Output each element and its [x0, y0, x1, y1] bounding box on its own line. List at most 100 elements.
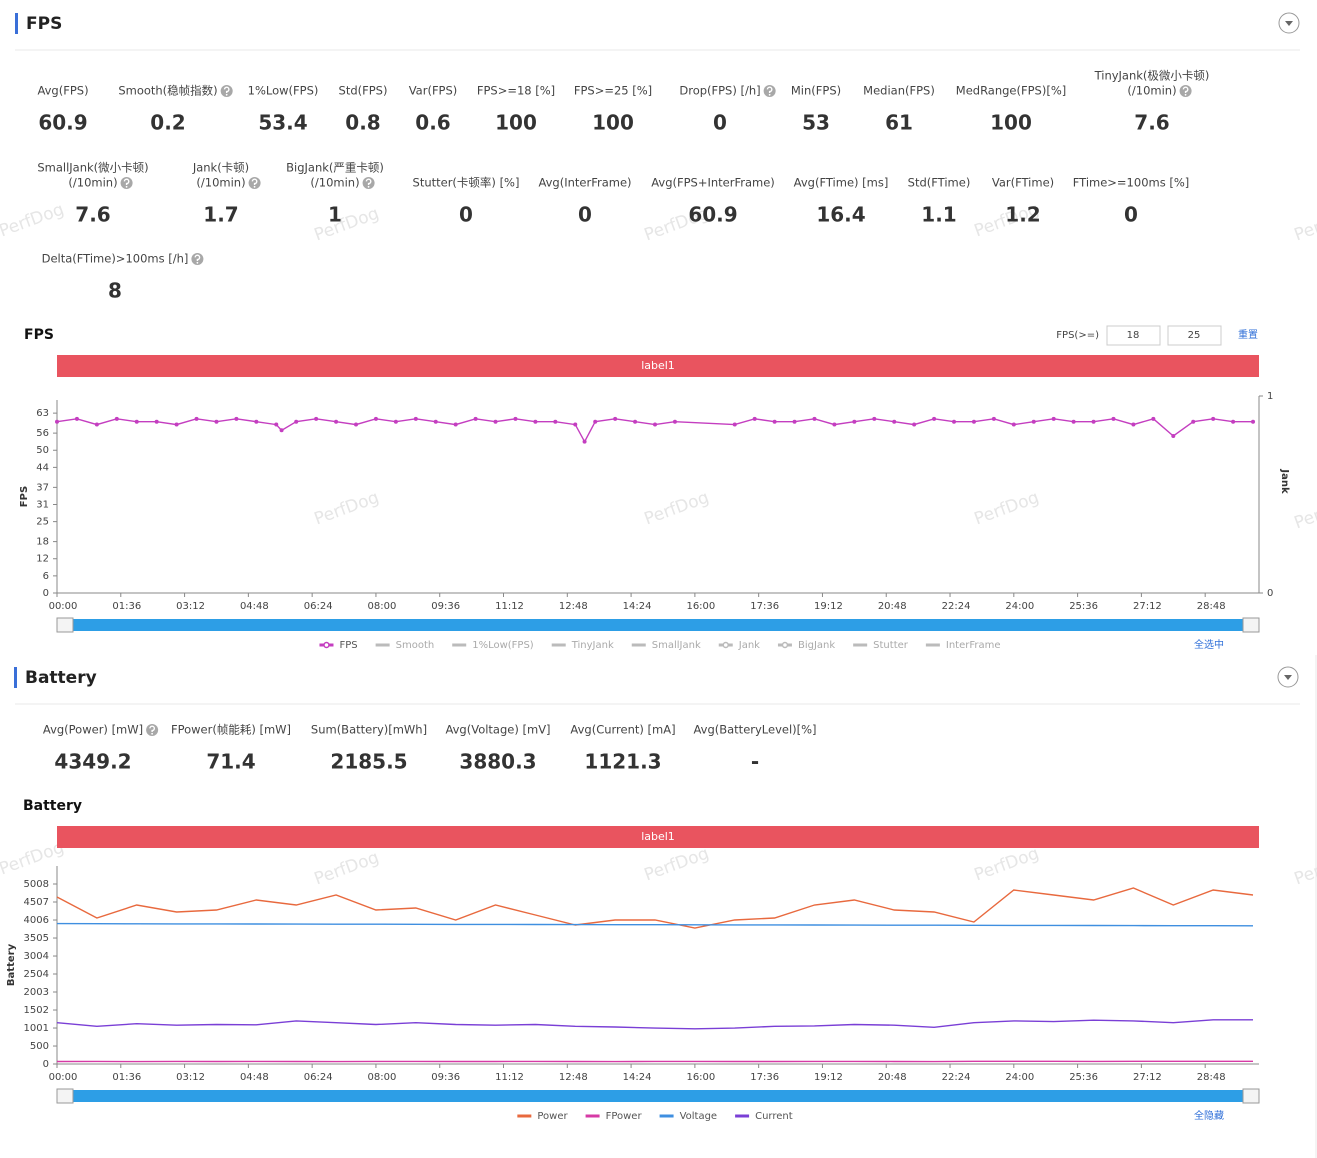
y-tick-label: 2003	[24, 987, 49, 998]
metric-label: Avg(BatteryLevel)[%]	[693, 723, 816, 737]
x-tick-label: 09:36	[431, 1072, 460, 1083]
series-marker	[553, 419, 558, 424]
slider-handle[interactable]	[1242, 617, 1260, 633]
series-marker	[55, 419, 59, 424]
metric-label: Avg(FPS+InterFrame)	[651, 176, 775, 190]
series-marker	[334, 419, 339, 424]
slider-handle[interactable]	[1242, 1088, 1260, 1104]
series-marker	[812, 416, 817, 421]
x-tick-label: 08:00	[368, 1072, 397, 1083]
help-icon[interactable]	[191, 253, 204, 265]
help-icon[interactable]	[1179, 85, 1192, 97]
reset-button[interactable]: 重置	[1238, 328, 1258, 341]
legend: Power FPower Voltage Current	[517, 1111, 793, 1122]
metric-label: Median(FPS)	[863, 84, 935, 98]
metric-label: TinyJank(极微小卡顿)	[1094, 69, 1210, 83]
legend-item[interactable]: TinyJank	[551, 640, 614, 651]
x-tick-label: 28:48	[1197, 1072, 1226, 1083]
series-marker	[872, 416, 877, 421]
y-tick-label: 56	[36, 428, 49, 439]
range-slider[interactable]	[56, 617, 1260, 633]
select-toggle[interactable]: 全隐藏	[1194, 1109, 1224, 1122]
legend-item[interactable]: Jank	[718, 640, 760, 651]
series-marker	[912, 422, 917, 427]
metric-value: 53.4	[258, 111, 307, 135]
legend-item[interactable]: Voltage	[659, 1111, 718, 1122]
metric-label: FPS>=18 [%]	[477, 84, 555, 98]
slider-handle[interactable]	[56, 617, 74, 633]
legend-item[interactable]: SmallJank	[631, 640, 701, 651]
help-icon[interactable]	[120, 177, 133, 189]
metric-label: MedRange(FPS)[%]	[956, 84, 1066, 98]
help-glyph	[223, 86, 230, 93]
help-icon[interactable]	[146, 724, 159, 736]
x-tick-label: 24:00	[1005, 601, 1034, 612]
x-tick-label: 04:48	[240, 601, 269, 612]
series-marker	[852, 419, 857, 424]
series-marker	[1051, 416, 1056, 421]
metric-value: 100	[592, 111, 634, 135]
series-marker	[772, 419, 777, 424]
label-band	[57, 355, 1259, 377]
metric-label: Var(FTime)	[992, 176, 1054, 190]
metric-label: Stutter(卡顿率) [%]	[413, 176, 520, 190]
metric-value: 1.2	[1005, 203, 1040, 227]
metric-value: 0	[1124, 203, 1138, 227]
metric-value: 0.6	[415, 111, 450, 135]
metric-value: 7.6	[75, 203, 110, 227]
legend-item[interactable]: Current	[735, 1111, 793, 1122]
legend-item[interactable]: Stutter	[853, 640, 909, 651]
slider-handle[interactable]	[56, 1088, 74, 1104]
legend-item[interactable]: FPS	[319, 640, 358, 651]
help-dot	[367, 185, 370, 188]
help-glyph	[251, 178, 258, 185]
help-icon[interactable]	[362, 177, 375, 189]
legend-item[interactable]: FPower	[585, 1111, 643, 1122]
series-marker	[633, 419, 638, 424]
series-marker	[1031, 419, 1036, 424]
help-icon[interactable]	[220, 85, 233, 97]
threshold-value[interactable]: 18	[1127, 330, 1140, 341]
x-tick-label: 24:00	[1005, 1072, 1034, 1083]
metric-label: Avg(InterFrame)	[538, 176, 631, 190]
series-marker	[1171, 433, 1176, 438]
threshold-input[interactable]	[1106, 325, 1161, 346]
legend-item[interactable]: 1%Low(FPS)	[452, 640, 534, 651]
x-tick-label: 06:24	[304, 1072, 333, 1083]
help-icon[interactable]	[248, 177, 261, 189]
legend-item[interactable]: InterFrame	[925, 640, 1001, 651]
series-marker	[254, 419, 259, 424]
legend-item[interactable]: Power	[517, 1111, 568, 1122]
y-tick-label: 1001	[24, 1023, 49, 1034]
metric-value: 53	[802, 111, 830, 135]
metric-label: Min(FPS)	[791, 84, 841, 98]
x-tick-label: 00:00	[49, 601, 78, 612]
metric-label: Sum(Battery)[mWh]	[311, 723, 427, 737]
series-marker	[1011, 422, 1016, 427]
metric-value: 2185.5	[330, 750, 407, 774]
range-slider[interactable]	[56, 1088, 1260, 1104]
select-toggle[interactable]: 全选中	[1194, 638, 1224, 651]
help-glyph	[194, 254, 201, 261]
threshold-input[interactable]	[1167, 325, 1222, 346]
collapse-button[interactable]	[1278, 12, 1300, 34]
series-marker	[1191, 419, 1196, 424]
x-tick-label: 22:24	[942, 1072, 971, 1083]
y-tick-label: 44	[36, 462, 49, 473]
legend-label: Stutter	[873, 640, 909, 651]
legend-item[interactable]: BigJank	[777, 640, 835, 651]
x-tick-label: 01:36	[112, 601, 141, 612]
series-marker	[174, 422, 179, 427]
metric-value: 1.7	[203, 203, 238, 227]
collapse-button[interactable]	[1277, 666, 1299, 688]
x-tick-label: 22:24	[942, 601, 971, 612]
series-marker	[413, 416, 418, 421]
series-marker	[1151, 416, 1156, 421]
threshold-value[interactable]: 25	[1188, 330, 1201, 341]
series-marker	[473, 416, 478, 421]
metric-value: 1.1	[921, 203, 956, 227]
label-band-text: label1	[641, 359, 675, 372]
help-icon[interactable]	[763, 85, 776, 97]
legend-item[interactable]: Smooth	[375, 640, 435, 651]
